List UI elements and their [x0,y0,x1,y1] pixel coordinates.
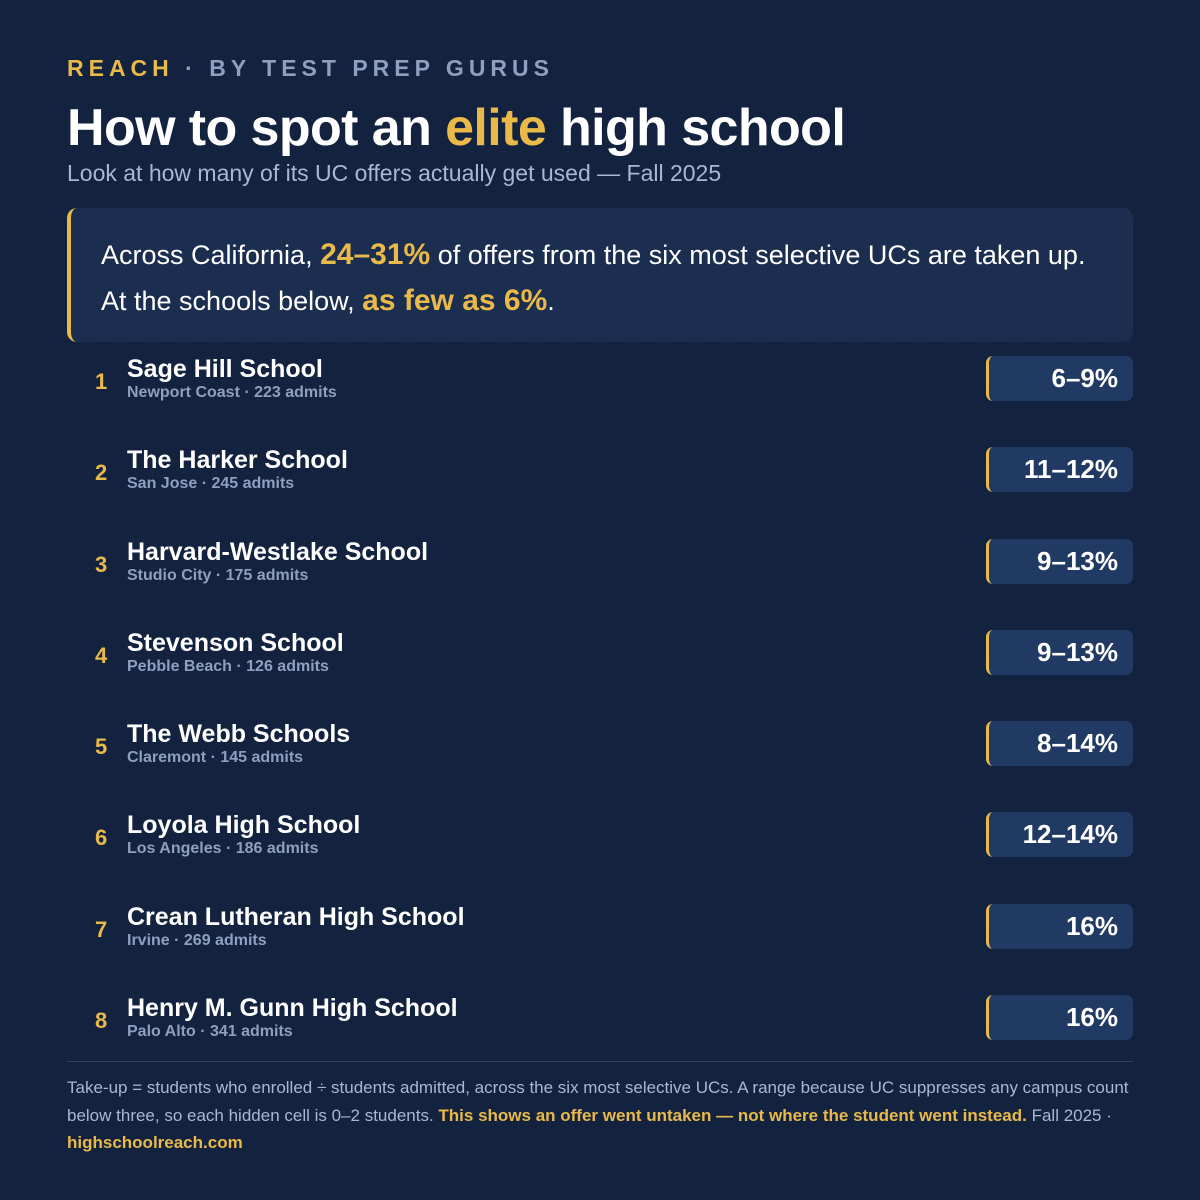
brand-name: REACH [67,55,174,81]
takeup-badge: 11–12% [986,447,1133,493]
school-list: 1 Sage Hill School Newport Coast · 223 a… [67,347,1133,1077]
brand-tagline: BY TEST PREP GURUS [209,55,554,81]
callout-text-1: Across California, [101,240,321,270]
school-name: Sage Hill School [127,355,323,383]
school-meta: Los Angeles · 186 admits [127,840,319,858]
school-rank: 2 [95,460,108,486]
list-item: 8 Henry M. Gunn High School Palo Alto · … [67,986,1133,1077]
school-name: The Harker School [127,446,348,475]
school-rank: 6 [95,825,108,851]
callout-text-2: of offers from the six most selective UC… [101,240,1086,316]
takeup-badge: 12–14% [986,812,1133,858]
list-item: 2 The Harker School San Jose · 245 admit… [67,438,1133,529]
page-title: How to spot an elite high school [67,98,846,158]
takeup-badge: 6–9% [986,356,1133,401]
school-rank: 1 [95,369,108,394]
school-rank: 5 [95,734,108,760]
school-rank: 8 [95,1008,108,1034]
infographic: REACH · BY TEST PREP GURUS How to spot a… [67,0,1133,1200]
school-meta: Palo Alto · 341 admits [127,1023,293,1041]
list-item: 6 Loyola High School Los Angeles · 186 a… [67,803,1133,894]
takeup-badge: 16% [986,995,1133,1041]
callout-text-3: . [547,286,555,316]
school-name: Crean Lutheran High School [127,902,465,931]
school-rank: 7 [95,916,108,942]
callout-highlight-min: as few as 6% [362,284,548,317]
school-name: Stevenson School [127,628,344,657]
takeup-badge: 8–14% [986,721,1133,767]
source-link[interactable]: highschoolreach.com [67,1133,243,1152]
takeup-badge: 9–13% [986,629,1133,675]
footnote-text: Take-up = students who enrolled ÷ studen… [67,1078,1129,1125]
list-item: 5 The Webb Schools Claremont · 145 admit… [67,712,1133,803]
title-end: high school [546,99,846,157]
list-item: 1 Sage Hill School Newport Coast · 223 a… [67,347,1133,438]
takeup-badge: 16% [986,903,1133,949]
school-name: Loyola High School [127,811,361,840]
brand-line: REACH · BY TEST PREP GURUS [67,55,554,82]
footnote-suffix: Fall 2025 · [1026,1105,1112,1125]
takeup-badge: 9–13% [986,538,1133,584]
school-meta: Claremont · 145 admits [127,749,304,767]
title-start: How to spot an [67,99,446,157]
list-item: 7 Crean Lutheran High School Irvine · 26… [67,895,1133,986]
brand-separator: · [173,55,210,81]
school-meta: Irvine · 269 admits [127,931,267,949]
school-meta: Pebble Beach · 126 admits [127,657,329,675]
page-subtitle: Look at how many of its UC offers actual… [67,160,722,186]
school-rank: 3 [95,551,108,577]
list-item: 3 Harvard-Westlake School Studio City · … [67,530,1133,621]
footnote: Take-up = students who enrolled ÷ studen… [67,1074,1133,1157]
title-accent: elite [445,99,547,157]
school-name: Harvard-Westlake School [127,537,429,566]
school-rank: 4 [95,642,108,668]
summary-callout: Across California, 24–31% of offers from… [67,208,1133,342]
school-name: The Webb Schools [127,720,351,749]
school-meta: San Jose · 245 admits [127,475,295,493]
callout-highlight-range: 24–31% [320,238,431,271]
footnote-highlight: This shows an offer went untaken — not w… [438,1105,1027,1125]
divider [67,1061,1133,1062]
school-meta: Newport Coast · 223 admits [127,384,337,401]
school-name: Henry M. Gunn High School [127,994,458,1023]
school-meta: Studio City · 175 admits [127,566,309,584]
list-item: 4 Stevenson School Pebble Beach · 126 ad… [67,621,1133,712]
